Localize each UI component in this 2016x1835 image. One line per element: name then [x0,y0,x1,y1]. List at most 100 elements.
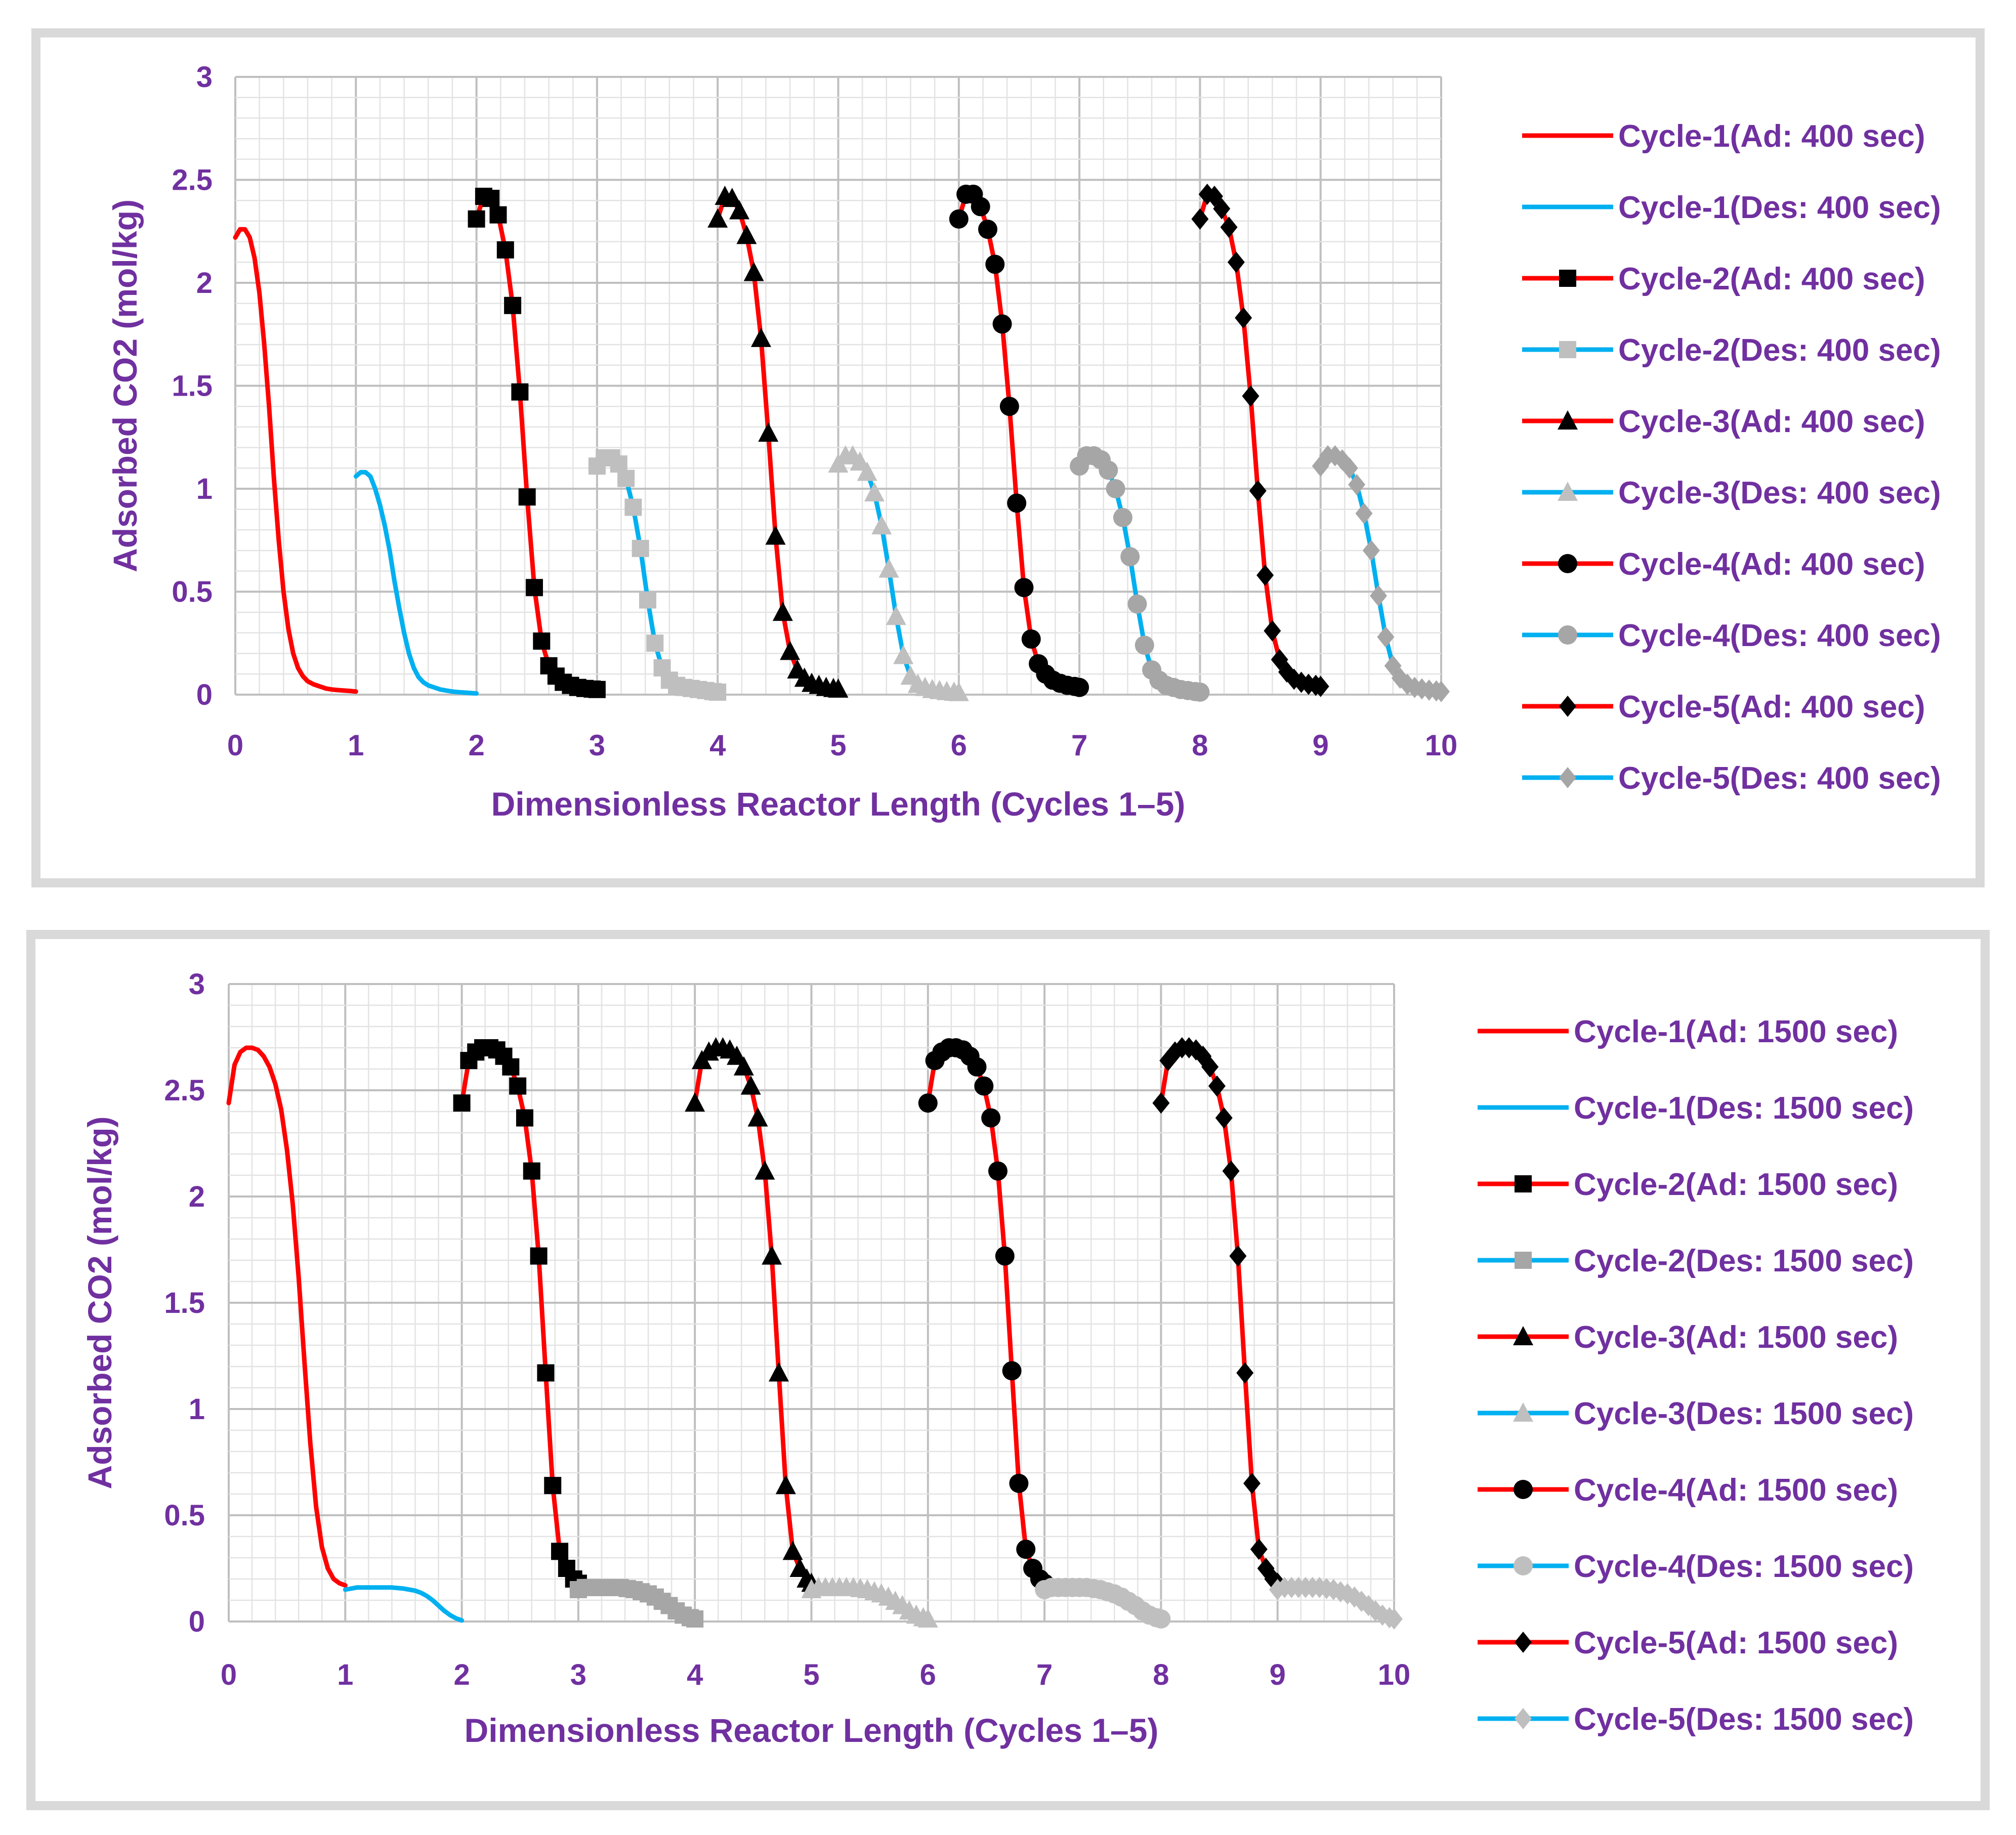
data-point [551,1543,569,1560]
data-point [518,488,536,506]
series-8 [1070,446,1210,702]
data-point [544,1477,562,1495]
x-tick-label: 7 [1036,1658,1053,1691]
data-point [1433,680,1450,702]
data-point [1384,655,1402,677]
data-point [1385,1608,1403,1630]
data-point [1205,186,1223,207]
data-point [988,1161,1007,1181]
data-point [995,1246,1015,1266]
legend-marker [1513,1326,1533,1345]
legend-marker [1514,1556,1533,1575]
data-point [878,558,899,578]
data-point [1222,1160,1240,1182]
data-point [511,383,529,401]
legend-label: Cycle-1(Ad: 1500 sec) [1574,1014,1898,1049]
x-tick-label: 9 [1270,1658,1286,1691]
x-axis-title: Dimensionless Reactor Length (Cycles 1–5… [491,785,1186,823]
legend-marker [1558,554,1577,573]
x-tick-label: 8 [1153,1658,1169,1691]
data-point [918,1093,938,1113]
y-tick-label: 0.5 [164,1499,205,1532]
legend: Cycle-1(Ad: 400 sec) Cycle-1(Des: 400 sec… [1522,119,1941,796]
data-point [525,579,543,596]
data-point [1355,502,1373,524]
series-line [692,1045,814,1586]
legend-marker [1558,410,1578,430]
legend-label: Cycle-3(Ad: 400 sec) [1618,404,1925,439]
series-line [233,227,358,694]
data-point [489,206,507,224]
data-point [523,1162,540,1180]
legend: Cycle-1(Ad: 1500 sec) Cycle-1(Des: 1500 s… [1478,1014,1914,1737]
data-point [1220,217,1238,238]
x-tick-label: 5 [803,1658,819,1691]
series-9 [1152,1037,1286,1594]
data-point [775,1475,796,1495]
data-point [780,641,801,660]
legend-marker [1559,341,1576,358]
data-point [1007,493,1027,513]
series-7 [918,1038,1055,1593]
x-tick-label: 8 [1192,729,1208,762]
legend-label: Cycle-4(Ad: 1500 sec) [1574,1473,1898,1508]
x-tick-label: 9 [1313,729,1329,762]
data-point [1190,682,1210,702]
data-point [533,632,551,650]
data-point [722,188,742,207]
x-tick-label: 7 [1071,729,1087,762]
data-point [967,1057,987,1077]
y-tick-label: 2 [189,1180,205,1213]
data-point [1242,385,1259,407]
data-point [747,1107,768,1127]
legend-label: Cycle-2(Ad: 1500 sec) [1574,1167,1898,1202]
legend-label: Cycle-3(Ad: 1500 sec) [1574,1320,1898,1355]
x-axis-title: Dimensionless Reactor Length (Cycles 1–5… [465,1712,1159,1749]
series-5 [685,1037,822,1592]
chart-panel-400s [31,28,1985,887]
x-tick-label: 0 [221,1658,237,1691]
legend-marker [1513,1402,1533,1422]
y-tick-label: 3 [189,968,205,1001]
data-point [1099,460,1118,480]
legend-marker [1515,1708,1532,1729]
x-tick-label: 10 [1425,729,1458,762]
legend-marker [1515,1632,1532,1653]
grid [234,76,1442,696]
legend-label: Cycle-2(Des: 1500 sec) [1574,1244,1914,1278]
data-point [1127,594,1147,614]
data-point [516,1109,533,1127]
data-point [1021,629,1041,649]
data-point [1120,547,1140,567]
data-point [769,1362,789,1382]
data-point [974,1076,994,1096]
data-point [707,208,728,228]
y-tick-label: 1 [189,1393,205,1426]
data-point [1152,1092,1170,1114]
data-point [871,515,892,535]
data-point [857,461,877,481]
legend-label: Cycle-1(Ad: 400 sec) [1618,119,1925,154]
legend-label: Cycle-4(Ad: 400 sec) [1618,547,1925,582]
legend-label: Cycle-2(Des: 400 sec) [1618,333,1941,368]
legend-marker [1558,482,1578,501]
data-point [782,1541,803,1560]
y-tick-label: 0 [189,1605,205,1638]
data-point [850,451,870,471]
data-point [750,327,771,347]
data-point [1215,1107,1233,1129]
data-point [502,1058,520,1076]
data-point [1002,1361,1022,1381]
legend-label: Cycle-1(Des: 400 sec) [1618,190,1941,225]
data-point [1009,1474,1029,1493]
x-tick-label: 2 [453,1658,470,1691]
series-6 [828,445,969,701]
data-point [496,241,514,259]
series-1 [233,227,358,694]
data-point [504,296,522,314]
data-point [1227,251,1245,273]
data-point [1106,479,1125,498]
series-line [926,1045,1047,1586]
legend-label: Cycle-5(Ad: 400 sec) [1618,690,1925,724]
